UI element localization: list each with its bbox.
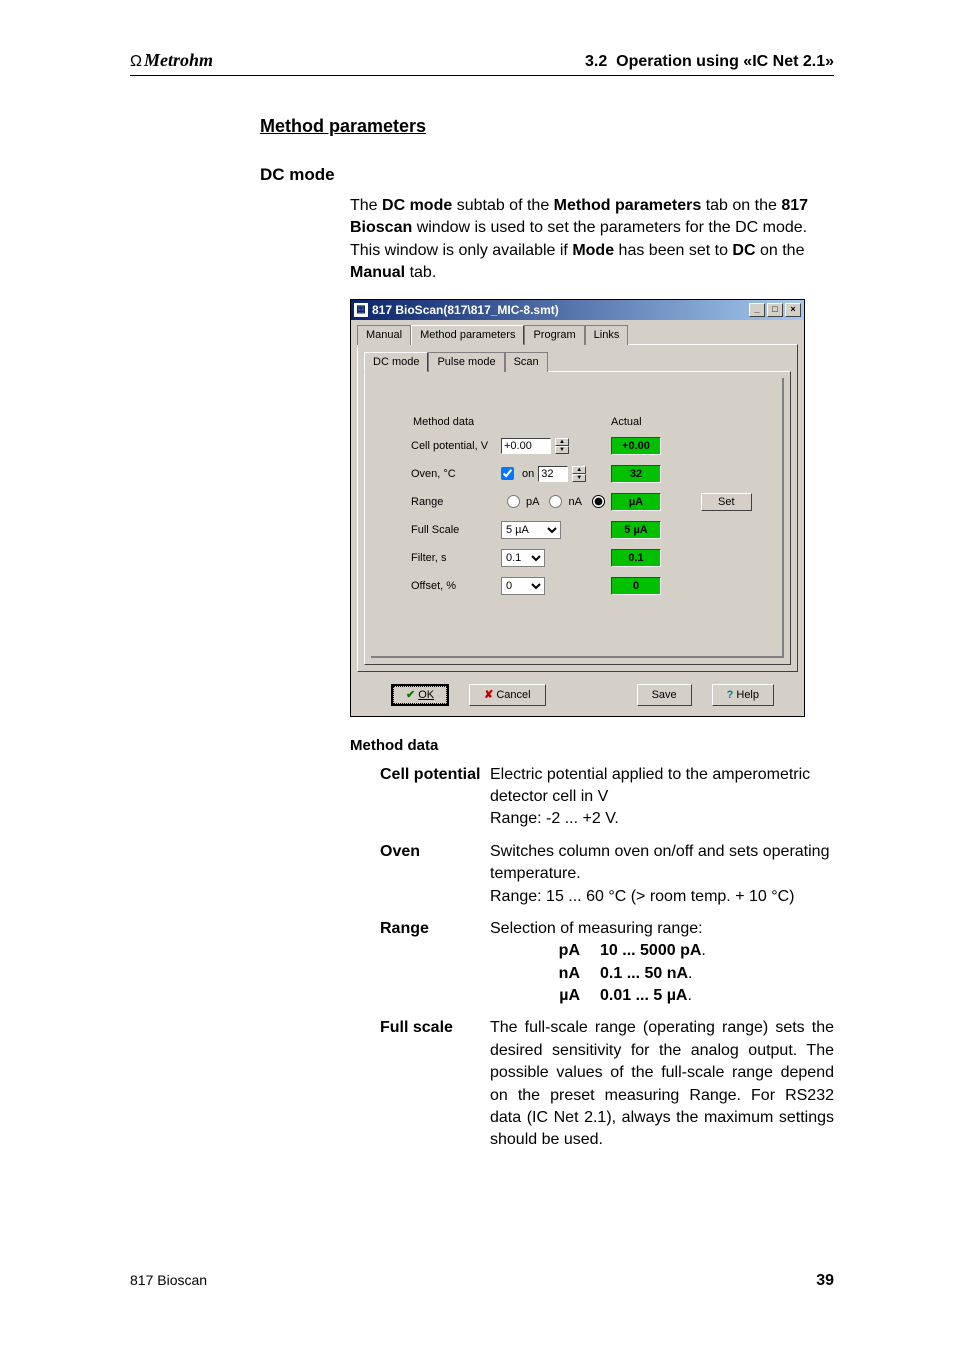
select-full-scale[interactable]: 5 µA bbox=[501, 521, 561, 539]
def-body-full-scale: The full-scale range (operating range) s… bbox=[490, 1017, 834, 1151]
actual-cell-potential: +0.00 bbox=[611, 437, 661, 455]
label-range: Range bbox=[411, 496, 501, 508]
label-oven: Oven, °C bbox=[411, 468, 501, 480]
brand-logo: ΩMetrohm bbox=[130, 50, 213, 71]
group-method-data: Method data bbox=[411, 416, 591, 428]
tab-links[interactable]: Links bbox=[585, 325, 629, 345]
set-button[interactable]: Set bbox=[701, 493, 752, 511]
window-817-bioscan: ▦ 817 BioScan(817\817_MIC-8.smt) _ □ × M… bbox=[350, 299, 805, 717]
intro-paragraph: The DC mode subtab of the Method paramet… bbox=[350, 195, 834, 285]
maximize-button[interactable]: □ bbox=[767, 303, 783, 317]
window-title: 817 BioScan(817\817_MIC-8.smt) bbox=[372, 303, 559, 317]
radio-range-na[interactable] bbox=[549, 495, 562, 508]
window-icon: ▦ bbox=[354, 303, 368, 317]
tab-program[interactable]: Program bbox=[524, 325, 584, 345]
header-section-title: 3.2 Operation using «IC Net 2.1» bbox=[585, 53, 834, 71]
select-offset[interactable]: 0 bbox=[501, 577, 545, 595]
def-body-oven: Switches column oven on/off and sets ope… bbox=[490, 841, 834, 908]
spinner-cell-potential[interactable]: ▲▼ bbox=[555, 438, 569, 454]
group-actual: Actual bbox=[611, 416, 642, 428]
brand-name: Metrohm bbox=[144, 50, 213, 70]
x-icon: ✘ bbox=[484, 688, 493, 701]
help-icon: ? bbox=[727, 689, 734, 701]
check-icon: ✔ bbox=[406, 688, 415, 701]
select-filter[interactable]: 0.1 bbox=[501, 549, 545, 567]
def-body-cell-potential: Electric potential applied to the ampero… bbox=[490, 764, 834, 831]
checkbox-oven-on[interactable] bbox=[501, 467, 514, 480]
subtab-scan[interactable]: Scan bbox=[505, 352, 548, 372]
def-label-oven: Oven bbox=[380, 841, 490, 908]
close-button[interactable]: × bbox=[785, 303, 801, 317]
footer-doc-name: 817 Bioscan bbox=[130, 1272, 207, 1290]
input-oven-temp[interactable] bbox=[538, 466, 568, 482]
defs-heading: Method data bbox=[350, 737, 834, 754]
label-full-scale: Full Scale bbox=[411, 524, 501, 536]
actual-full-scale: 5 µA bbox=[611, 521, 661, 539]
label-oven-on: on bbox=[522, 468, 534, 480]
def-label-cell-potential: Cell potential bbox=[380, 764, 490, 831]
subtab-pulse-mode[interactable]: Pulse mode bbox=[428, 352, 504, 372]
tab-method-parameters[interactable]: Method parameters bbox=[411, 325, 524, 345]
subtab-dc-mode[interactable]: DC mode bbox=[364, 352, 428, 372]
tab-manual[interactable]: Manual bbox=[357, 325, 411, 345]
ok-button[interactable]: ✔ OK bbox=[391, 684, 449, 706]
def-label-range: Range bbox=[380, 918, 490, 1008]
label-filter: Filter, s bbox=[411, 552, 501, 564]
input-cell-potential[interactable] bbox=[501, 438, 551, 454]
save-button[interactable]: Save bbox=[637, 684, 692, 706]
help-button[interactable]: ? Help bbox=[712, 684, 774, 706]
minimize-button[interactable]: _ bbox=[749, 303, 765, 317]
section-heading: Method parameters bbox=[260, 116, 834, 137]
actual-range: µA bbox=[611, 493, 661, 511]
actual-oven: 32 bbox=[611, 465, 661, 483]
actual-filter: 0.1 bbox=[611, 549, 661, 567]
cancel-button[interactable]: ✘ Cancel bbox=[469, 684, 545, 706]
label-cell-potential: Cell potential, V bbox=[411, 440, 501, 452]
subsection-heading: DC mode bbox=[260, 165, 834, 185]
spinner-oven[interactable]: ▲▼ bbox=[572, 466, 586, 482]
label-offset: Offset, % bbox=[411, 580, 501, 592]
def-body-range: Selection of measuring range: pA10 ... 5… bbox=[490, 918, 834, 1008]
page-number: 39 bbox=[816, 1272, 834, 1290]
radio-range-pa[interactable] bbox=[507, 495, 520, 508]
actual-offset: 0 bbox=[611, 577, 661, 595]
radio-range-ua[interactable] bbox=[592, 495, 605, 508]
def-label-full-scale: Full scale bbox=[380, 1017, 490, 1151]
